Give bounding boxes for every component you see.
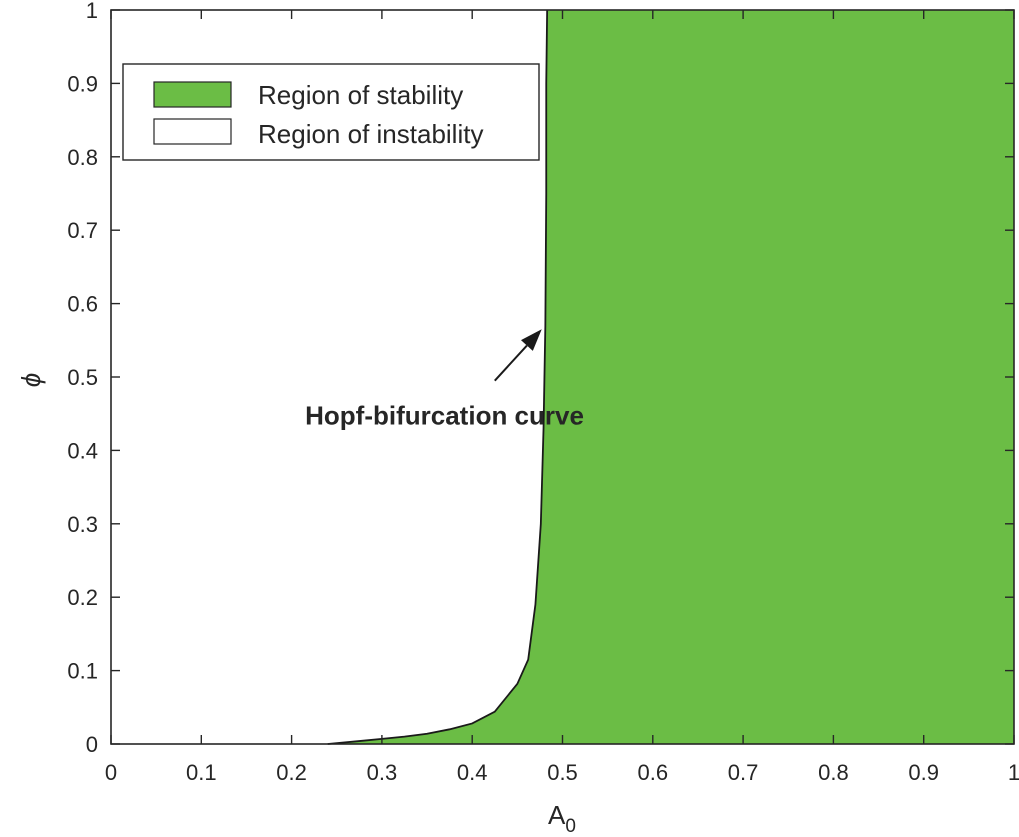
y-axis: 0 0.1 0.2 0.3 0.4 0.5 0.6 0.7 0.8 0.9 1 <box>67 0 1014 757</box>
x-tick-label: 0.1 <box>186 760 217 785</box>
annotation-arrow-head <box>520 329 542 351</box>
x-tick-label: 0.9 <box>908 760 939 785</box>
y-axis-title: ϕ <box>16 373 46 387</box>
x-axis-title: A0 <box>548 800 576 837</box>
x-tick-label: 0.5 <box>547 760 578 785</box>
x-tick-label: 0.2 <box>276 760 307 785</box>
y-tick-label: 0.7 <box>67 218 98 243</box>
y-tick-label: 0.3 <box>67 512 98 537</box>
legend-swatch-stability <box>153 81 232 108</box>
y-tick-label: 0.5 <box>67 365 98 390</box>
x-tick-label: 1 <box>1008 760 1019 785</box>
annotation-arrow-line <box>494 344 528 382</box>
x-tick-label: 0.6 <box>638 760 669 785</box>
x-tick-label: 0.8 <box>818 760 849 785</box>
y-tick-label: 0.2 <box>67 585 98 610</box>
y-tick-label: 0.1 <box>67 659 98 684</box>
y-tick-label: 0.4 <box>67 438 98 463</box>
y-tick-label: 0 <box>86 732 98 757</box>
x-tick-label: 0.4 <box>457 760 488 785</box>
x-axis: 0 0.1 0.2 0.3 0.4 0.5 0.6 0.7 0.8 0.9 1 <box>105 10 1019 785</box>
y-tick-label: 0.9 <box>67 71 98 96</box>
x-tick-label: 0 <box>105 760 117 785</box>
legend-label-instability: Region of instability <box>258 119 483 149</box>
x-tick-label: 0.7 <box>728 760 759 785</box>
y-tick-label: 1 <box>86 0 98 23</box>
x-tick-label: 0.3 <box>367 760 398 785</box>
y-tick-label: 0.8 <box>67 145 98 170</box>
stability-region <box>327 10 1015 744</box>
legend: Region of stability Region of instabilit… <box>122 63 540 161</box>
hopf-bifurcation-curve <box>327 9 549 745</box>
annotation-text: Hopf-bifurcation curve <box>305 401 584 431</box>
legend-swatch-instability <box>153 118 232 145</box>
legend-label-stability: Region of stability <box>258 80 463 110</box>
y-tick-label: 0.6 <box>67 292 98 317</box>
